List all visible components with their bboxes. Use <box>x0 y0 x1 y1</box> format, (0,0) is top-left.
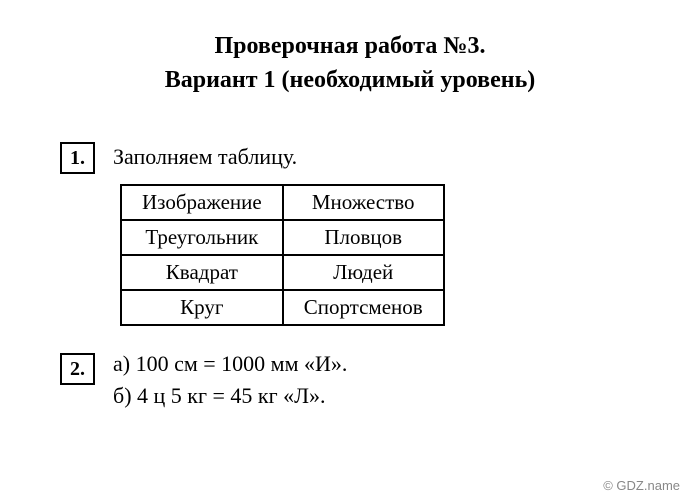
title-line-1: Проверочная работа №3. <box>40 30 660 64</box>
problem-1: 1. Заполняем таблицу. Изображение Множес… <box>40 142 660 326</box>
table-cell: Пловцов <box>283 220 444 255</box>
table-header-cell: Множество <box>283 185 444 220</box>
table-row: Треугольник Пловцов <box>121 220 444 255</box>
answer-line: б) 4 ц 5 кг = 45 кг «Л». <box>113 383 347 409</box>
problem-1-header: 1. Заполняем таблицу. <box>60 142 660 174</box>
table-cell: Круг <box>121 290 283 325</box>
table-row: Квадрат Людей <box>121 255 444 290</box>
problem-2-content: 2. а) 100 см = 1000 мм «И». б) 4 ц 5 кг … <box>60 351 660 415</box>
answer-line: а) 100 см = 1000 мм «И». <box>113 351 347 377</box>
table-header-cell: Изображение <box>121 185 283 220</box>
title-block: Проверочная работа №3. Вариант 1 (необхо… <box>40 30 660 97</box>
table-cell: Треугольник <box>121 220 283 255</box>
problem-2-number: 2. <box>60 353 95 385</box>
problem-2-answers: а) 100 см = 1000 мм «И». б) 4 ц 5 кг = 4… <box>113 351 347 415</box>
problem-1-text: Заполняем таблицу. <box>113 144 297 170</box>
watermark: © GDZ.name <box>603 478 680 493</box>
problem-2: 2. а) 100 см = 1000 мм «И». б) 4 ц 5 кг … <box>40 351 660 415</box>
table-row: Изображение Множество <box>121 185 444 220</box>
table-cell: Людей <box>283 255 444 290</box>
problem-1-number: 1. <box>60 142 95 174</box>
table-row: Круг Спортсменов <box>121 290 444 325</box>
table-cell: Спортсменов <box>283 290 444 325</box>
table-cell: Квадрат <box>121 255 283 290</box>
title-line-2: Вариант 1 (необходимый уровень) <box>40 64 660 98</box>
problem-1-table: Изображение Множество Треугольник Пловцо… <box>120 184 445 326</box>
